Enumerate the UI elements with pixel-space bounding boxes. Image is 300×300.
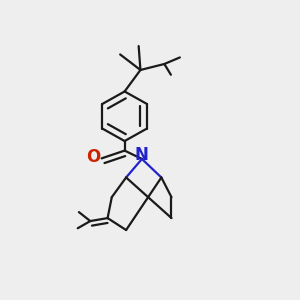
Text: N: N	[135, 146, 149, 164]
Text: O: O	[86, 148, 100, 166]
